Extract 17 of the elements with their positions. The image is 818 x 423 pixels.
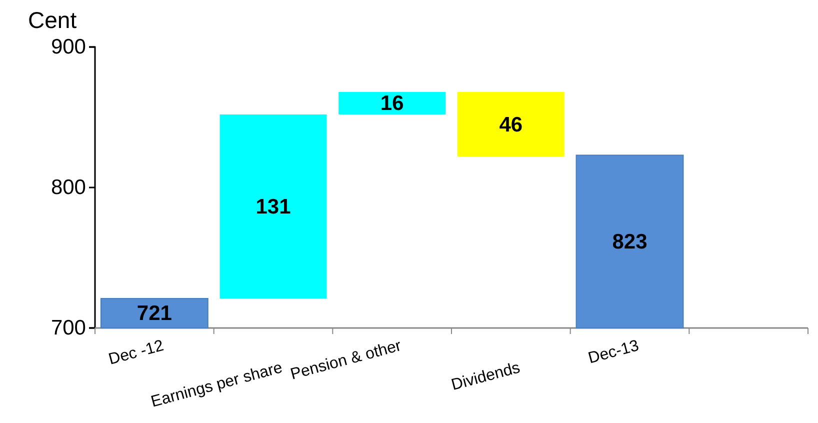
- data-label: 46: [499, 113, 523, 136]
- data-label: 131: [256, 195, 292, 218]
- data-label: 16: [380, 92, 404, 116]
- bar: [457, 92, 564, 157]
- x-tick-label: Dividends: [450, 359, 522, 394]
- bar: [576, 154, 684, 328]
- bar: [338, 92, 446, 114]
- data-label: 721: [136, 302, 172, 326]
- y-tick-label: 800: [50, 176, 86, 200]
- x-tick-label: Pension & other: [288, 337, 404, 384]
- bar: [100, 298, 208, 328]
- y-tick-label: 700: [50, 316, 86, 340]
- y-tick-label: 900: [50, 36, 86, 59]
- data-label: 823: [612, 230, 648, 254]
- bar: [220, 114, 327, 298]
- y-axis-title: Cent: [28, 7, 78, 33]
- x-tick-label: Dec-13: [586, 337, 641, 368]
